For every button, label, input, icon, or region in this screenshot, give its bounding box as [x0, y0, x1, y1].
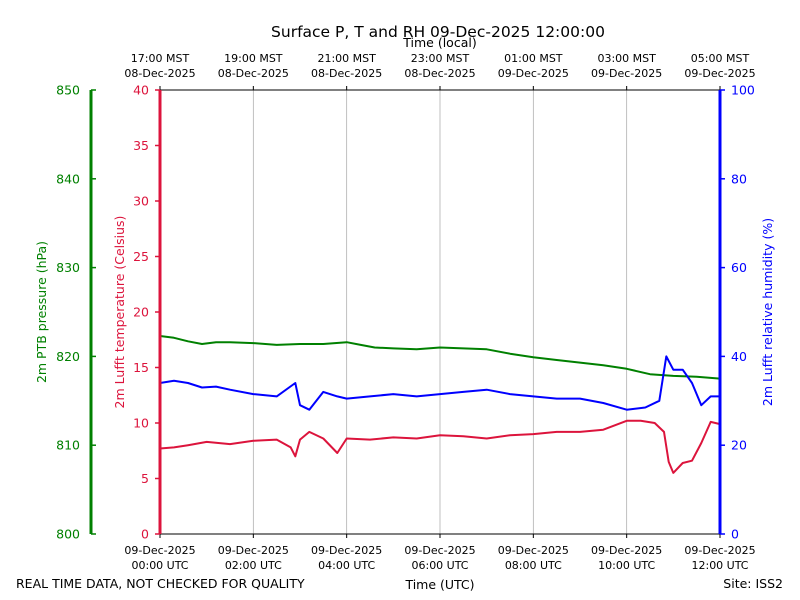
temperature-series-line	[159, 419, 721, 474]
top-tick-time: 21:00 MST	[317, 52, 376, 65]
top-tick-date: 08-Dec-2025	[311, 67, 382, 80]
bottom-tick-date: 09-Dec-2025	[404, 544, 475, 557]
top-tick-time: 23:00 MST	[411, 52, 470, 65]
top-tick-time: 17:00 MST	[131, 52, 190, 65]
pressure-axis-label: 2m PTB pressure (hPa)	[34, 241, 49, 383]
bottom-tick-time: 12:00 UTC	[691, 559, 748, 572]
pressure-tick-label: 840	[56, 171, 80, 186]
temperature-tick-label: 30	[133, 194, 149, 209]
temperature-tick-label: 5	[141, 471, 149, 486]
bottom-tick-date: 09-Dec-2025	[311, 544, 382, 557]
pressure-tick-label: 820	[56, 349, 80, 364]
bottom-tick-time: 02:00 UTC	[225, 559, 282, 572]
temperature-tick-label: 0	[141, 527, 149, 542]
bottom-tick-date: 09-Dec-2025	[684, 544, 755, 557]
bottom-tick-date: 09-Dec-2025	[218, 544, 289, 557]
humidity-series-line	[159, 355, 720, 411]
pressure-tick-label: 830	[56, 260, 80, 275]
bottom-tick-time: 08:00 UTC	[505, 559, 562, 572]
pressure-tick-label: 800	[56, 527, 80, 542]
top-tick-date: 09-Dec-2025	[591, 67, 662, 80]
bottom-tick-date: 09-Dec-2025	[124, 544, 195, 557]
quality-note: REAL TIME DATA, NOT CHECKED FOR QUALITY	[16, 576, 305, 591]
vertical-grid	[252, 90, 628, 534]
pressure-series-line	[159, 335, 721, 380]
temperature-axis-label: 2m Lufft temperature (Celsius)	[112, 216, 127, 409]
top-tick-date: 08-Dec-2025	[124, 67, 195, 80]
bottom-tick-time: 04:00 UTC	[318, 559, 375, 572]
temperature-tick-label: 15	[133, 360, 149, 375]
axes-layer: 09-Dec-2025 00:00 UTC 09-Dec-2025 02:00 UTC…	[56, 52, 755, 572]
temperature-tick-label: 25	[133, 249, 149, 264]
pressure-tick-label: 850	[56, 83, 80, 98]
humidity-tick-label: 100	[731, 83, 755, 98]
temperature-tick-label: 20	[133, 305, 149, 320]
top-tick-time: 05:00 MST	[691, 52, 750, 65]
top-tick-time: 01:00 MST	[504, 52, 563, 65]
humidity-tick-label: 60	[731, 260, 747, 275]
series-layer	[159, 335, 721, 474]
bottom-tick-date: 09-Dec-2025	[498, 544, 569, 557]
temperature-tick-label: 40	[133, 83, 149, 98]
temperature-tick-label: 10	[133, 416, 149, 431]
humidity-tick-label: 80	[731, 171, 747, 186]
humidity-tick-label: 40	[731, 349, 747, 364]
bottom-axis-label: Time (UTC)	[404, 577, 474, 592]
site-label: Site: ISS2	[723, 576, 783, 591]
humidity-axis-label: 2m Lufft relative humidity (%)	[760, 218, 775, 406]
humidity-tick-label: 0	[731, 527, 739, 542]
top-tick-date: 09-Dec-2025	[684, 67, 755, 80]
top-axis-label: Time (local)	[402, 35, 476, 50]
pressure-tick-label: 810	[56, 438, 80, 453]
top-tick-date: 09-Dec-2025	[498, 67, 569, 80]
bottom-tick-time: 06:00 UTC	[411, 559, 468, 572]
humidity-tick-label: 20	[731, 438, 747, 453]
top-tick-date: 08-Dec-2025	[218, 67, 289, 80]
top-tick-date: 08-Dec-2025	[404, 67, 475, 80]
bottom-tick-date: 09-Dec-2025	[591, 544, 662, 557]
bottom-tick-time: 10:00 UTC	[598, 559, 655, 572]
top-tick-time: 19:00 MST	[224, 52, 283, 65]
temperature-tick-label: 35	[133, 138, 149, 153]
chart-title: Surface P, T and RH 09-Dec-2025 12:00:00	[271, 23, 605, 41]
top-tick-time: 03:00 MST	[597, 52, 656, 65]
bottom-tick-time: 00:00 UTC	[131, 559, 188, 572]
